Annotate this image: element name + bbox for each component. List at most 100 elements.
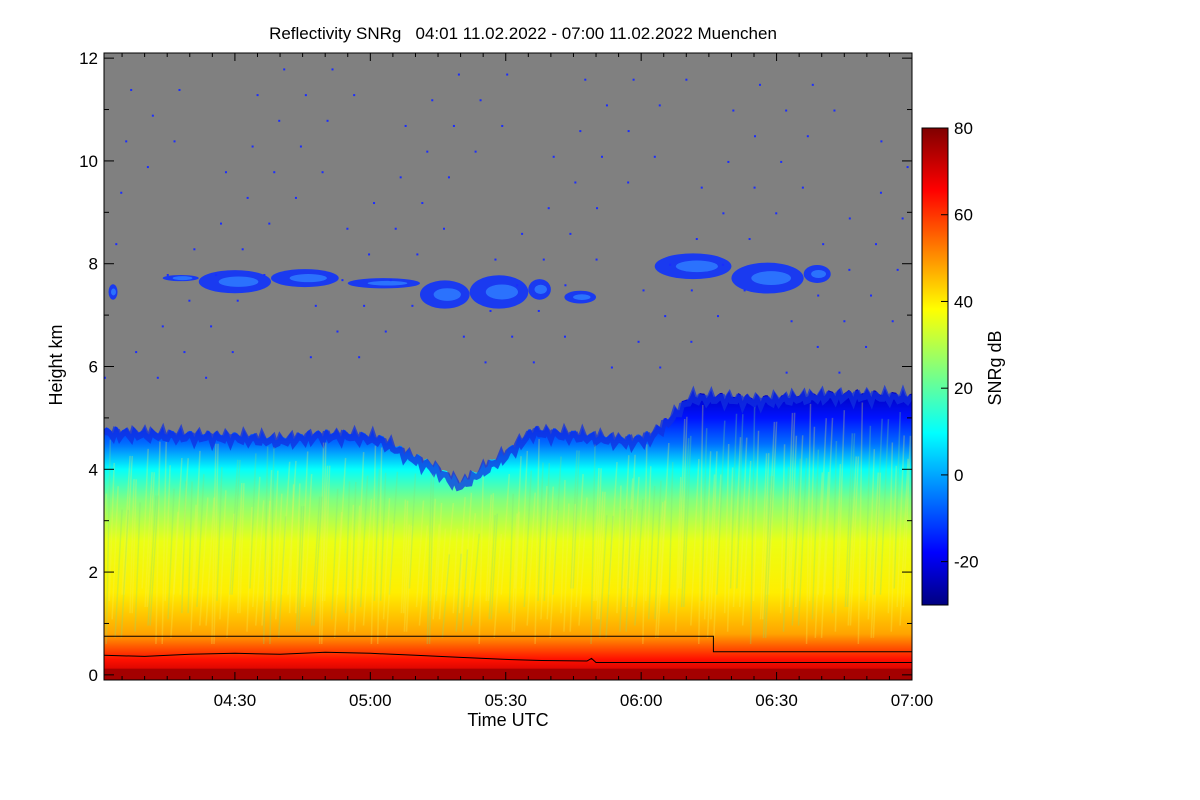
fall-streak bbox=[265, 470, 273, 601]
fall-streak bbox=[123, 455, 134, 595]
speckle bbox=[321, 171, 324, 174]
colorbar-tick-label: 80 bbox=[954, 119, 973, 138]
fall-streak bbox=[388, 471, 399, 595]
fall-streak bbox=[134, 502, 141, 632]
speckle bbox=[721, 263, 724, 266]
reflectivity-heatmap bbox=[104, 384, 912, 680]
fall-streak bbox=[514, 456, 522, 589]
speckle bbox=[605, 104, 608, 107]
fall-streak bbox=[552, 456, 562, 595]
fall-streak bbox=[493, 533, 502, 638]
speckle bbox=[838, 371, 841, 374]
fall-streak bbox=[196, 474, 205, 608]
fall-streak bbox=[277, 516, 287, 638]
fall-streak bbox=[161, 441, 167, 645]
speckle bbox=[146, 166, 149, 169]
fall-streak bbox=[622, 455, 630, 589]
speckle bbox=[658, 104, 661, 107]
fall-streak bbox=[485, 494, 492, 601]
fall-streak bbox=[298, 505, 305, 632]
fall-streak bbox=[537, 462, 544, 601]
speckle bbox=[627, 130, 630, 133]
fall-streak bbox=[890, 465, 898, 632]
speckle bbox=[173, 140, 176, 143]
fall-streak bbox=[470, 533, 480, 626]
fall-streak bbox=[596, 491, 604, 620]
fall-streak bbox=[593, 468, 600, 601]
speckle bbox=[326, 119, 329, 122]
colorbar-tick-label: -20 bbox=[954, 553, 979, 572]
speckle bbox=[210, 325, 213, 328]
upper-cloud-core bbox=[534, 284, 547, 295]
speckle bbox=[669, 263, 672, 266]
fall-streak bbox=[787, 412, 796, 589]
speckle bbox=[384, 330, 387, 333]
fall-streak bbox=[831, 441, 838, 614]
speckle bbox=[521, 232, 524, 235]
surface-band bbox=[104, 668, 912, 680]
speckle bbox=[205, 376, 208, 379]
fall-streak bbox=[749, 407, 756, 645]
speckle bbox=[901, 217, 904, 220]
speckle bbox=[865, 345, 868, 348]
speckle bbox=[341, 279, 344, 282]
fall-streak bbox=[458, 496, 466, 589]
upper-cloud-core bbox=[433, 288, 461, 301]
speckle bbox=[748, 238, 751, 241]
fall-streak bbox=[418, 525, 429, 626]
speckle bbox=[816, 345, 819, 348]
speckle bbox=[484, 361, 487, 364]
fall-streak bbox=[187, 481, 193, 614]
fall-streak bbox=[408, 473, 417, 589]
colorbar-tick-label: 20 bbox=[954, 379, 973, 398]
boundary-line-upper bbox=[104, 635, 912, 653]
fall-streak bbox=[647, 485, 656, 620]
fall-streak bbox=[902, 435, 912, 608]
speckle bbox=[547, 207, 550, 210]
fall-streak bbox=[546, 486, 554, 620]
speckle bbox=[314, 304, 317, 307]
fall-streak bbox=[723, 444, 730, 614]
fall-streak bbox=[170, 511, 179, 638]
fall-streak bbox=[700, 428, 708, 601]
fall-streak bbox=[759, 453, 768, 620]
fall-streak bbox=[237, 483, 243, 614]
colorbar-scale bbox=[921, 127, 949, 606]
fall-streak bbox=[625, 509, 632, 632]
fall-streak bbox=[837, 410, 846, 589]
fall-streak bbox=[764, 475, 774, 638]
fall-streak bbox=[229, 459, 239, 595]
fall-streak bbox=[752, 430, 760, 601]
fall-streak bbox=[761, 453, 770, 620]
fall-streak bbox=[199, 497, 209, 626]
speckle bbox=[299, 145, 302, 148]
fall-streak bbox=[467, 513, 477, 608]
fall-streak bbox=[599, 515, 608, 638]
speckle bbox=[309, 356, 312, 359]
speckle bbox=[489, 309, 492, 312]
fall-streak bbox=[181, 481, 187, 614]
fall-streak bbox=[415, 500, 425, 608]
speckle bbox=[479, 99, 482, 102]
speckle bbox=[754, 135, 757, 138]
upper-cloud-core bbox=[675, 260, 719, 273]
fall-streak bbox=[616, 485, 622, 614]
fall-streak bbox=[628, 454, 636, 589]
speckle bbox=[637, 340, 640, 343]
fall-streak bbox=[794, 435, 804, 608]
fall-streak bbox=[402, 500, 409, 614]
fall-streak bbox=[785, 412, 794, 589]
fall-streak bbox=[872, 472, 882, 638]
fall-streak bbox=[849, 456, 860, 626]
fall-streak bbox=[657, 500, 666, 638]
speckle bbox=[833, 109, 836, 112]
fall-streak bbox=[438, 528, 447, 620]
speckle bbox=[358, 356, 361, 359]
fall-streak bbox=[403, 524, 411, 632]
fall-streak bbox=[310, 496, 321, 626]
speckle bbox=[166, 273, 169, 276]
speckle bbox=[363, 304, 366, 307]
speckle bbox=[642, 289, 645, 292]
boundary-line-lower bbox=[104, 651, 912, 663]
speckle bbox=[135, 351, 138, 354]
